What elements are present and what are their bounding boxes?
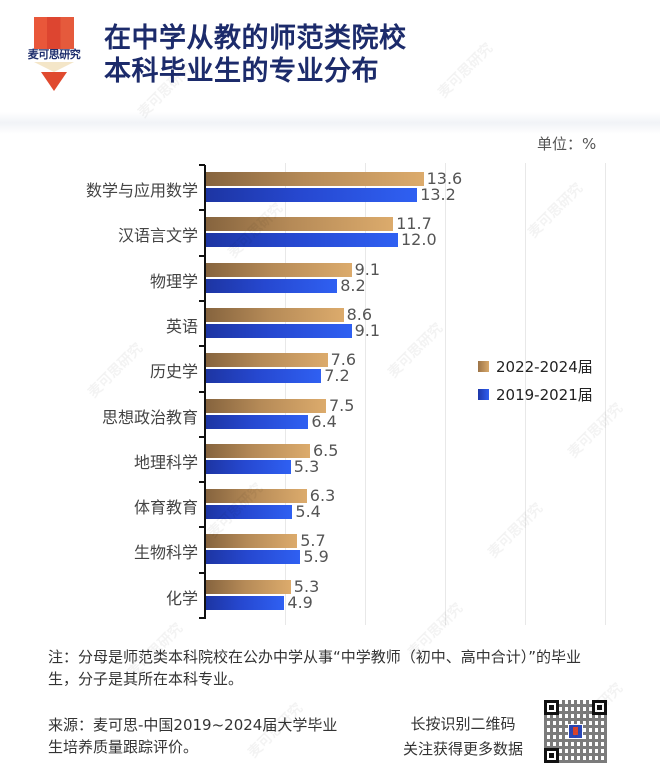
- value-label: 8.6: [346, 304, 373, 324]
- axis-tick: [199, 209, 205, 212]
- chart-legend: 2022-2024届 2019-2021届: [478, 352, 593, 408]
- qr-caption: 长按识别二维码 关注获得更多数据: [398, 712, 528, 762]
- gridline: [525, 163, 526, 625]
- value-label: 9.1: [354, 259, 381, 279]
- bar-2019-2021: [206, 505, 293, 520]
- value-label: 5.3: [293, 456, 320, 476]
- bar-2022-2024: [206, 443, 310, 458]
- axis-tick: [199, 481, 205, 484]
- bar-chart: 数学与应用数学 13.6 13.2 汉语言文学 11.7 12.0 物理学 9.1 8.2 英语 8…: [0, 160, 660, 630]
- pencil-tip-icon: [41, 72, 67, 91]
- axis-tick: [199, 617, 205, 619]
- axis-tick: [199, 435, 205, 438]
- footnote: 注：分母是师范类本科院校在公办中学从事“中学教师（初中、高中合计）”的毕业生，分…: [48, 648, 582, 688]
- value-label: 6.3: [309, 486, 336, 506]
- qr-code[interactable]: [544, 700, 607, 763]
- value-label: 9.1: [354, 320, 381, 340]
- bar-2022-2024: [206, 307, 344, 322]
- value-label: 6.5: [313, 440, 339, 460]
- value-label: 7.6: [330, 350, 357, 370]
- value-label: 4.9: [287, 592, 313, 612]
- gridline: [445, 163, 446, 625]
- watermark: 麦可思研究: [433, 38, 497, 102]
- category-label: 英语: [165, 316, 198, 336]
- qr-finder-icon: [592, 700, 607, 715]
- value-label: 6.4: [311, 411, 337, 431]
- qr-finder-icon: [544, 748, 559, 763]
- gridline: [285, 163, 286, 625]
- bar-2019-2021: [206, 369, 322, 384]
- gridline: [365, 163, 366, 625]
- bar-2022-2024: [206, 217, 394, 232]
- category-label: 思想政治教育: [101, 407, 198, 427]
- gridline: [605, 163, 606, 625]
- pencil-body-icon: [34, 17, 74, 49]
- value-label: 11.7: [396, 214, 432, 234]
- category-label: 历史学: [149, 362, 198, 382]
- bar-2019-2021: [206, 550, 301, 565]
- value-label: 13.6: [426, 169, 463, 188]
- axis-tick: [199, 390, 205, 393]
- bar-2022-2024: [206, 534, 298, 549]
- legend-item-2019-2021: 2019-2021届: [478, 380, 593, 408]
- brand-logo: 麦可思研究: [28, 14, 81, 94]
- axis-tick: [199, 345, 205, 348]
- source-note: 来源：麦可思-中国2019~2024届大学毕业生培养质量跟踪评价。: [48, 716, 338, 756]
- axis-tick: [199, 299, 205, 302]
- bar-2019-2021: [206, 278, 338, 293]
- bar-2022-2024: [206, 579, 291, 594]
- legend-label: 2019-2021届: [496, 385, 593, 404]
- bar-2019-2021: [206, 188, 418, 202]
- unit-label: 单位：%: [537, 135, 597, 153]
- value-label: 5.4: [295, 502, 321, 522]
- bar-2019-2021: [206, 414, 309, 429]
- legend-label: 2022-2024届: [496, 357, 593, 376]
- header-divider-band: [0, 112, 660, 134]
- value-label: 8.2: [340, 275, 366, 295]
- bar-2019-2021: [206, 459, 291, 474]
- category-label: 化学: [165, 588, 198, 608]
- bar-2019-2021: [206, 595, 285, 610]
- page-title: 在中学从教的师范类院校 本科毕业生的专业分布: [104, 22, 407, 88]
- value-label: 5.3: [293, 576, 320, 596]
- bar-2022-2024: [206, 172, 424, 186]
- bar-2022-2024: [206, 262, 352, 277]
- value-label: 12.0: [401, 230, 437, 250]
- category-label: 物理学: [149, 271, 198, 291]
- bar-2019-2021: [206, 233, 398, 248]
- category-label: 地理科学: [133, 452, 198, 472]
- bar-2022-2024: [206, 353, 328, 368]
- value-label: 7.2: [324, 366, 350, 386]
- value-label: 7.5: [329, 395, 355, 415]
- y-axis-line: [204, 165, 206, 619]
- value-label: 13.2: [420, 185, 456, 204]
- axis-tick: [199, 526, 205, 529]
- qr-caption-line-1: 长按识别二维码: [410, 715, 516, 733]
- pencil-wood-icon: [34, 62, 74, 72]
- legend-swatch-blue: [478, 388, 489, 400]
- qr-caption-line-2: 关注获得更多数据: [402, 740, 523, 758]
- category-label: 数学与应用数学: [85, 181, 198, 200]
- legend-item-2022-2024: 2022-2024届: [478, 352, 593, 380]
- title-line-1: 在中学从教的师范类院校: [104, 23, 407, 54]
- qr-finder-icon: [544, 700, 559, 715]
- axis-tick: [199, 571, 205, 574]
- bar-2019-2021: [206, 323, 352, 338]
- bar-2022-2024: [206, 398, 326, 413]
- axis-tick: [199, 164, 205, 166]
- legend-swatch-gold: [478, 360, 489, 372]
- value-label: 5.9: [303, 547, 329, 567]
- category-label: 生物科学: [133, 543, 198, 563]
- title-line-2: 本科毕业生的专业分布: [104, 56, 379, 87]
- bar-2022-2024: [206, 489, 307, 504]
- value-label: 5.7: [300, 531, 326, 551]
- category-label: 体育教育: [133, 498, 198, 518]
- category-label: 汉语言文学: [117, 226, 198, 246]
- axis-tick: [199, 254, 205, 257]
- qr-logo-icon: [568, 724, 583, 739]
- logo-text: 麦可思研究: [27, 48, 81, 61]
